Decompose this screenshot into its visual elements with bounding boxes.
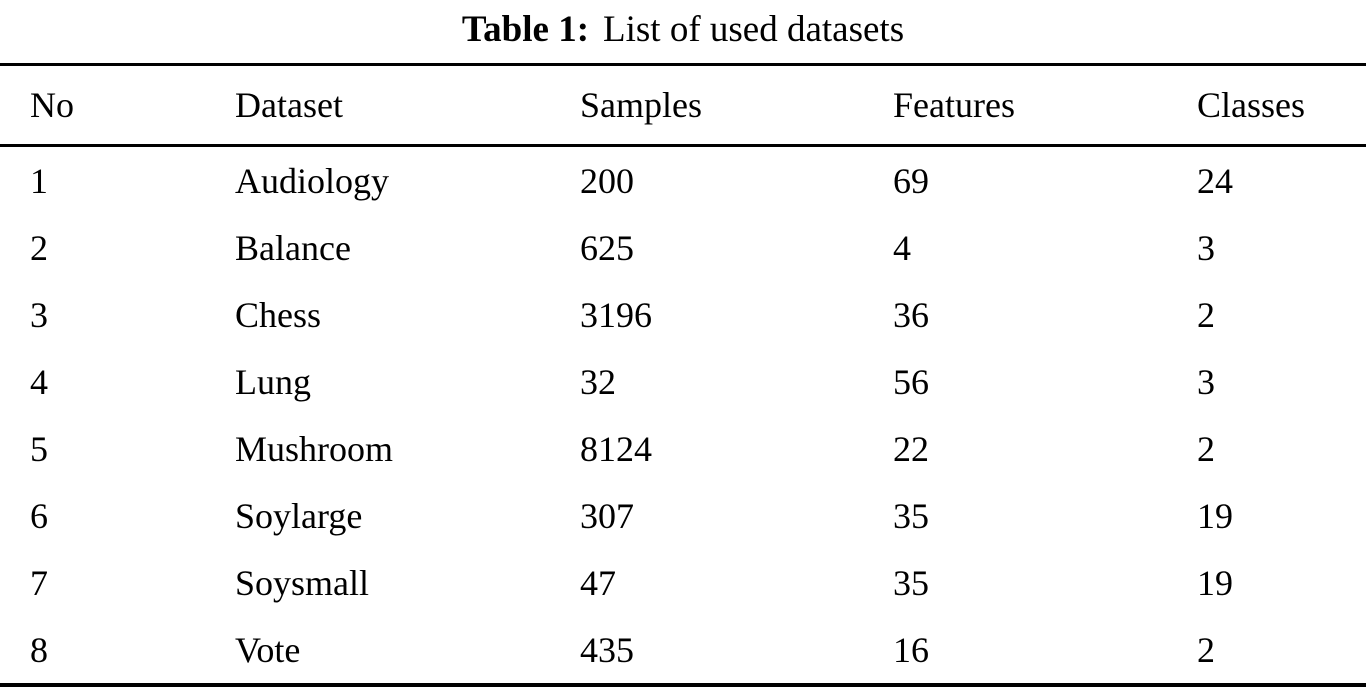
cell-dataset: Chess [235,294,322,335]
cell-classes: 24 [1197,160,1233,201]
table-row: 4 Lung 32 56 3 [0,348,1366,415]
cell-no: 7 [30,562,48,603]
cell-dataset: Vote [235,629,301,670]
cell-dataset: Lung [235,361,311,402]
cell-classes: 19 [1197,562,1233,603]
cell-classes: 19 [1197,495,1233,536]
cell-features: 35 [893,562,929,603]
cell-no: 4 [30,361,48,402]
cell-classes: 2 [1197,294,1215,335]
cell-classes: 2 [1197,428,1215,469]
table-row: 2 Balance 625 4 3 [0,214,1366,281]
cell-no: 5 [30,428,48,469]
table-row: 8 Vote 435 16 2 [0,616,1366,685]
cell-dataset: Soylarge [235,495,363,536]
cell-features: 35 [893,495,929,536]
cell-samples: 32 [580,361,616,402]
cell-features: 36 [893,294,929,335]
column-header-dataset: Dataset [205,64,550,147]
cell-no: 6 [30,495,48,536]
table-row: 5 Mushroom 8124 22 2 [0,415,1366,482]
cell-samples: 200 [580,160,634,201]
cell-features: 22 [893,428,929,469]
cell-dataset: Balance [235,227,351,268]
column-header-samples: Samples [550,64,863,147]
cell-no: 2 [30,227,48,268]
cell-classes: 2 [1197,629,1215,670]
cell-dataset: Audiology [235,160,390,201]
header-row: No Dataset Samples Features Classes [0,64,1366,147]
table-caption-text: List of used datasets [603,9,905,50]
table-row: 7 Soysmall 47 35 19 [0,549,1366,616]
cell-features: 16 [893,629,929,670]
cell-samples: 8124 [580,428,652,469]
cell-features: 69 [893,160,929,201]
column-header-classes: Classes [1167,64,1366,147]
cell-classes: 3 [1197,361,1215,402]
table-caption: Table 1: List of used datasets [0,0,1366,63]
cell-samples: 307 [580,495,634,536]
column-header-features: Features [863,64,1167,147]
column-header-no: No [0,64,205,147]
cell-samples: 435 [580,629,634,670]
cell-no: 8 [30,629,48,670]
cell-dataset: Soysmall [235,562,370,603]
cell-features: 56 [893,361,929,402]
table-row: 3 Chess 3196 36 2 [0,281,1366,348]
cell-dataset: Mushroom [235,428,394,469]
cell-no: 1 [30,160,48,201]
cell-samples: 625 [580,227,634,268]
cell-no: 3 [30,294,48,335]
cell-samples: 3196 [580,294,652,335]
table-row: 6 Soylarge 307 35 19 [0,482,1366,549]
cell-classes: 3 [1197,227,1215,268]
table-row: 1 Audiology 200 69 24 [0,146,1366,215]
datasets-table: No Dataset Samples Features Classes 1 Audiolo… [0,63,1366,687]
cell-samples: 47 [580,562,616,603]
cell-features: 4 [893,227,911,268]
table-caption-label: Table 1: [461,9,590,50]
